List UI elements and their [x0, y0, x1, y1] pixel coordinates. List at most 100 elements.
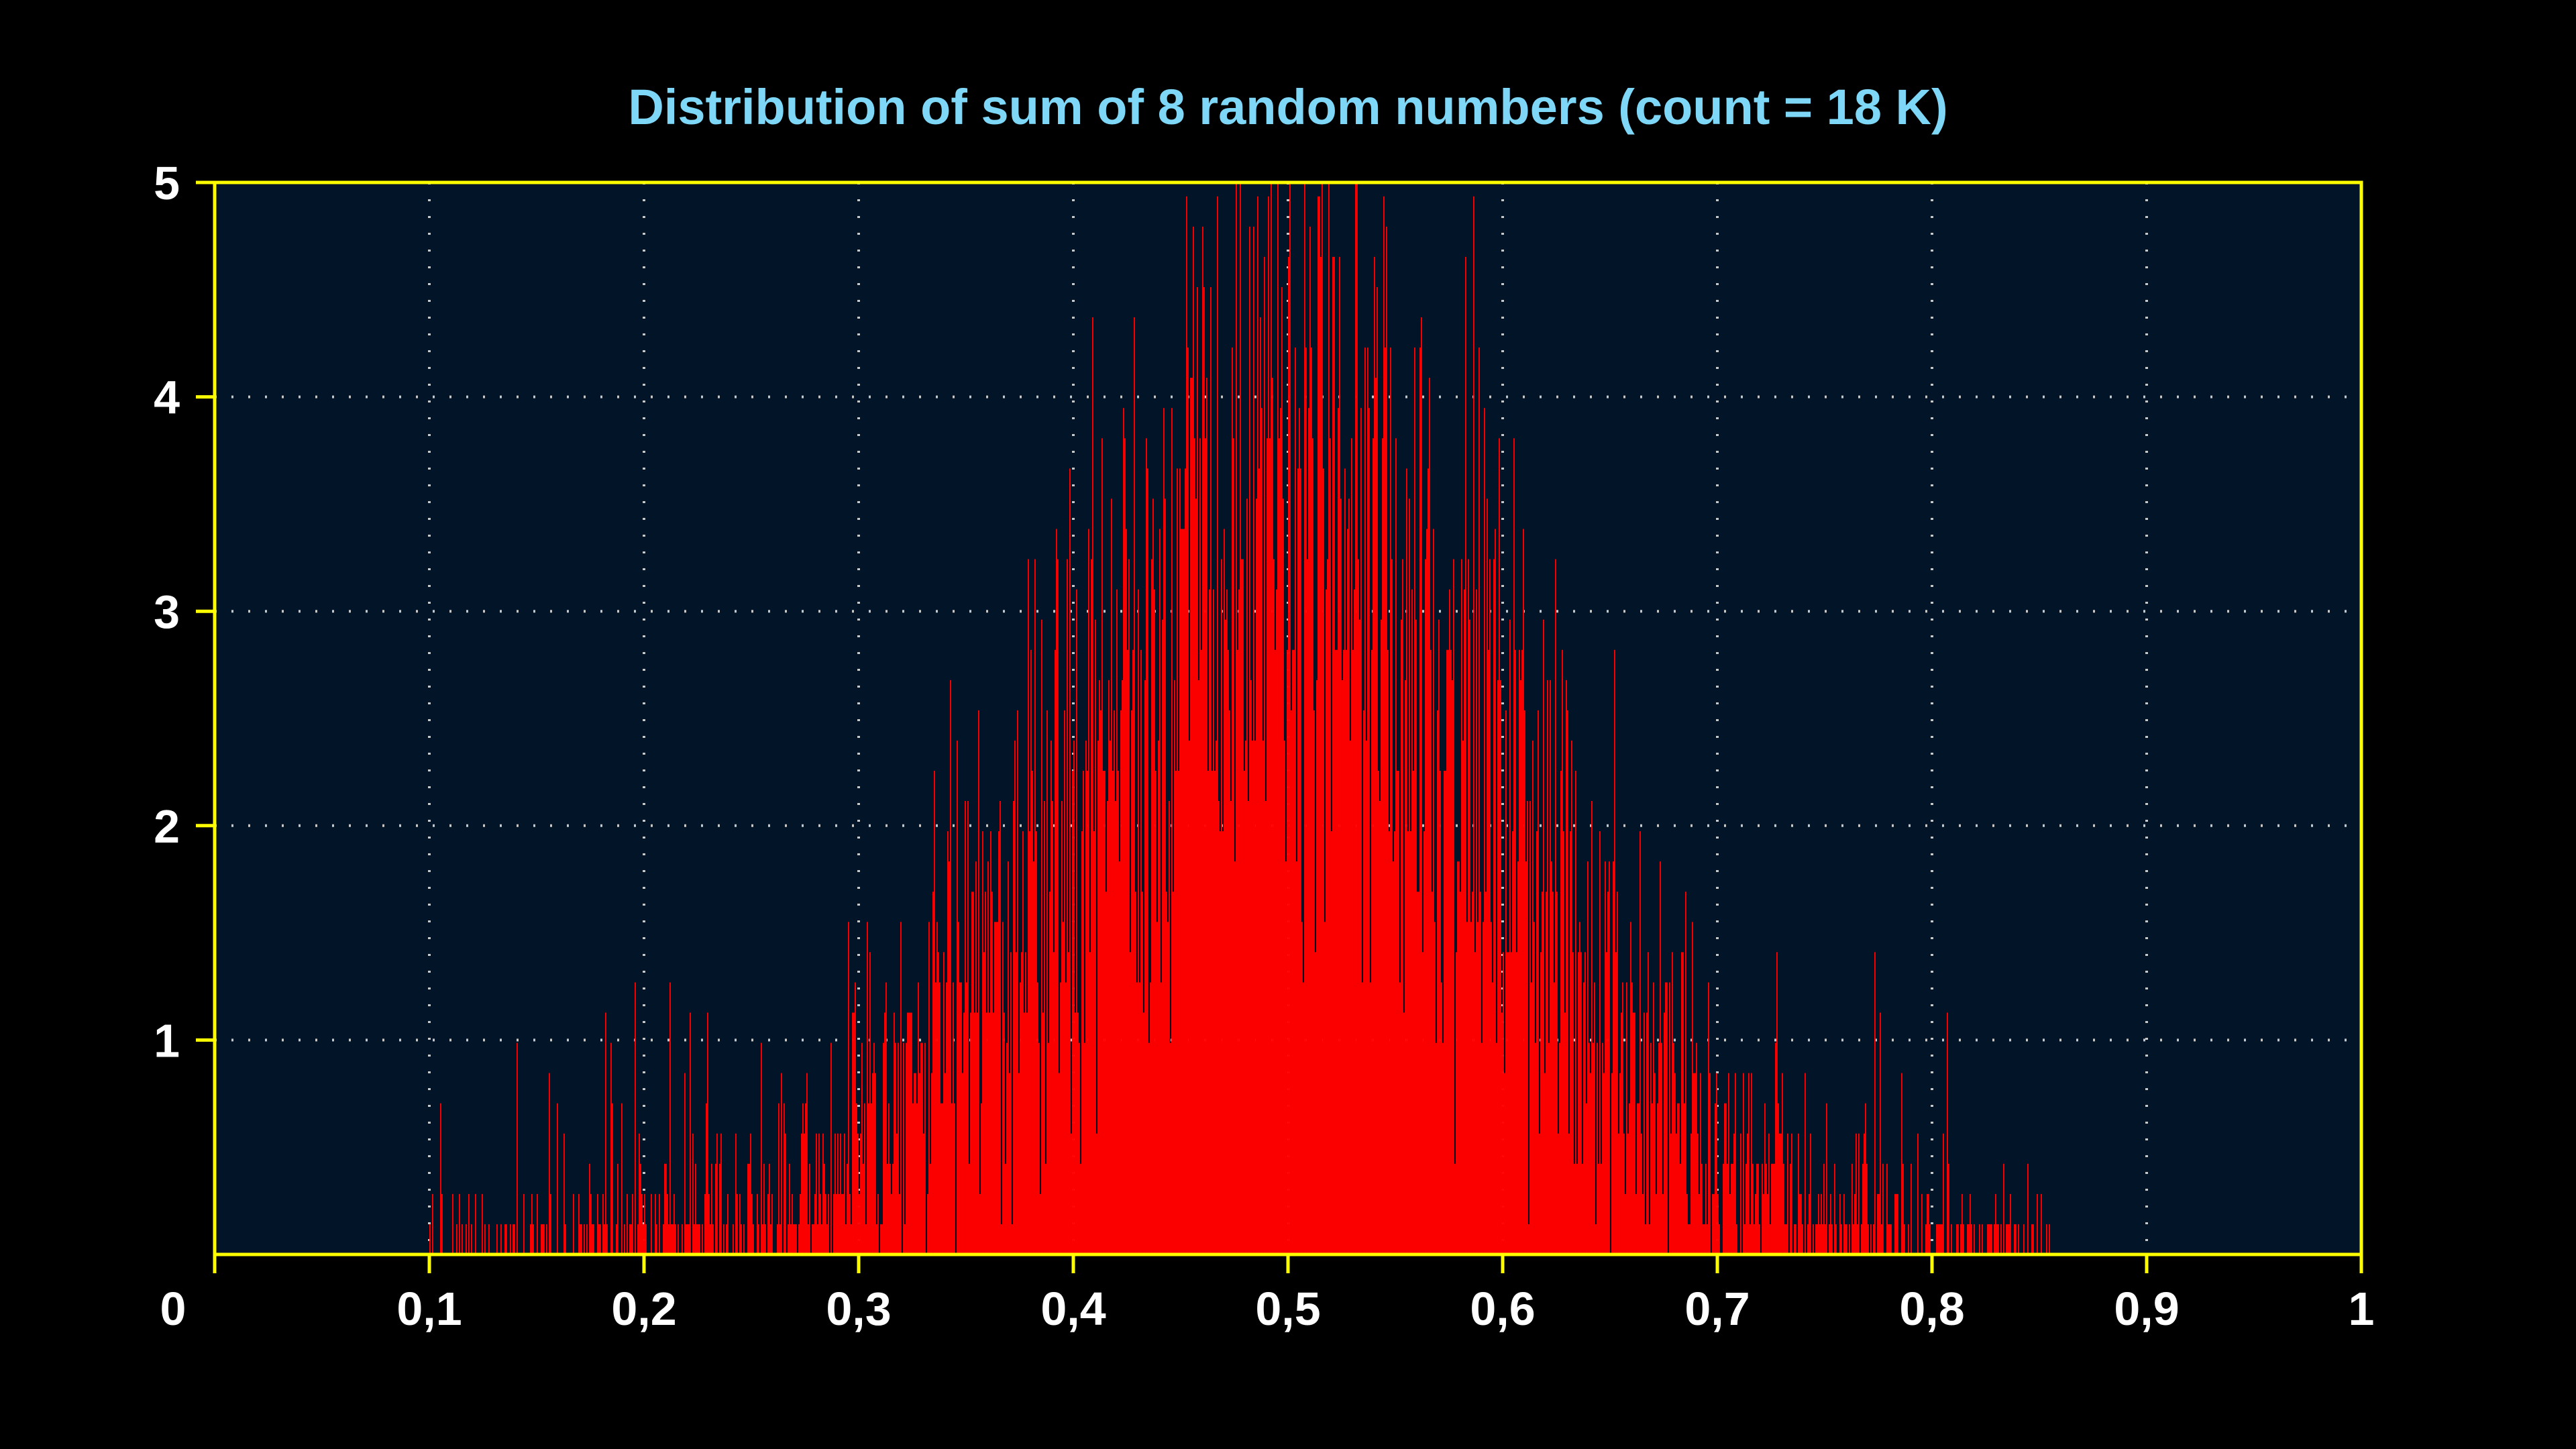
histogram-bar: [1158, 740, 1159, 1254]
histogram-bar: [1768, 1133, 1770, 1254]
y-tick-label: 2: [154, 800, 180, 853]
histogram-bar: [1544, 1073, 1546, 1254]
histogram-bar: [1403, 1012, 1405, 1254]
histogram-bar: [1461, 559, 1462, 1254]
histogram-bar: [982, 831, 983, 1254]
histogram-bar: [573, 1193, 574, 1254]
histogram-bar: [475, 1193, 476, 1254]
histogram-bar: [1535, 1042, 1536, 1254]
histogram-bar: [456, 1224, 458, 1254]
histogram-bar: [1377, 286, 1378, 1255]
histogram-bar: [1428, 468, 1429, 1254]
histogram-bar: [1780, 1133, 1782, 1254]
histogram-bar: [903, 1042, 904, 1254]
histogram-bar: [1473, 196, 1474, 1254]
histogram-bar: [1805, 1073, 1806, 1254]
histogram-bar: [720, 1133, 722, 1254]
histogram-bar: [1795, 1224, 1796, 1254]
histogram-bar: [631, 1224, 632, 1254]
histogram-bar: [1364, 347, 1366, 1254]
histogram-bar: [1472, 892, 1473, 1254]
histogram-bar: [765, 1224, 766, 1254]
histogram-bar: [883, 1042, 884, 1254]
histogram-bar: [1547, 680, 1548, 1254]
histogram-bar: [1127, 649, 1128, 1254]
histogram-bar: [459, 1193, 460, 1254]
histogram-bar: [1511, 952, 1512, 1254]
histogram-bar: [1626, 982, 1627, 1254]
histogram-bar: [2027, 1163, 2029, 1254]
histogram-bar: [1534, 922, 1535, 1254]
histogram-bar: [1001, 1224, 1002, 1254]
histogram-bar: [1224, 529, 1225, 1254]
histogram-bar: [1433, 529, 1434, 1254]
histogram-bar: [814, 1193, 816, 1254]
histogram-bar: [1845, 1224, 1846, 1254]
histogram-bar: [1189, 740, 1190, 1254]
histogram-bar: [2018, 1224, 2019, 1254]
histogram-bar: [1068, 952, 1069, 1254]
histogram-bar: [1929, 1224, 1931, 1254]
histogram-bar: [1556, 892, 1558, 1254]
histogram-bar: [1751, 1073, 1752, 1254]
histogram-bar: [1956, 1224, 1957, 1254]
histogram-bar: [686, 1224, 687, 1254]
histogram-bar: [1723, 1163, 1724, 1254]
histogram-bar: [1346, 649, 1347, 1254]
histogram-bar: [1468, 559, 1469, 1254]
histogram-bar: [1201, 649, 1202, 1254]
y-tick-label: 5: [154, 157, 180, 209]
histogram-bar: [1426, 529, 1428, 1254]
histogram-bar: [1303, 982, 1304, 1254]
x-tick-label: 0,9: [2114, 1283, 2179, 1335]
histogram-bar: [1660, 861, 1661, 1254]
histogram-bar: [1470, 922, 1472, 1254]
histogram-bar: [1020, 982, 1021, 1254]
histogram-bar: [910, 1012, 911, 1254]
histogram-bar: [1394, 831, 1395, 1254]
histogram-bar: [1108, 680, 1110, 1254]
histogram-bar: [1755, 1193, 1756, 1254]
histogram-bar: [1069, 468, 1071, 1254]
histogram-bar: [1258, 468, 1260, 1254]
histogram-bar: [1089, 952, 1091, 1254]
histogram-bar: [872, 1073, 873, 1254]
histogram-bar: [1309, 226, 1311, 1255]
histogram-bar: [1395, 438, 1397, 1254]
histogram-bar: [1507, 952, 1508, 1254]
histogram-bar: [1378, 770, 1379, 1254]
histogram-bar: [1148, 1042, 1150, 1254]
histogram-bar: [580, 1224, 581, 1254]
x-tick-label: 1: [2349, 1283, 2375, 1335]
histogram-bar: [513, 1224, 514, 1254]
histogram-bar: [1779, 1133, 1780, 1254]
histogram-bar: [1038, 1042, 1040, 1254]
histogram-bar: [429, 1224, 431, 1254]
histogram-bar: [1778, 1103, 1779, 1254]
histogram-bar: [1401, 619, 1402, 1254]
histogram-bar: [826, 1224, 828, 1254]
histogram-bar: [1093, 831, 1095, 1254]
histogram-bar: [845, 1224, 847, 1254]
histogram-bar: [1387, 649, 1389, 1254]
histogram-bar: [1417, 892, 1418, 1254]
histogram-bar: [1554, 982, 1555, 1254]
histogram-bar: [1618, 1133, 1619, 1254]
histogram-bar: [1664, 1012, 1665, 1254]
histogram-bar: [1212, 770, 1213, 1254]
histogram-bar: [1571, 740, 1572, 1254]
histogram-bar: [581, 1224, 582, 1254]
histogram-bar: [1454, 1163, 1456, 1254]
histogram-bar: [1195, 498, 1197, 1255]
histogram-bar: [844, 1133, 845, 1254]
histogram-bar: [954, 1103, 955, 1254]
histogram-bar: [822, 1133, 824, 1254]
histogram-bar: [1085, 740, 1087, 1254]
histogram-bar: [1851, 1163, 1853, 1254]
histogram-bar: [1304, 182, 1305, 1254]
histogram-bar: [1218, 801, 1220, 1254]
histogram-bar: [1373, 438, 1374, 1254]
histogram-bar: [1210, 286, 1212, 1255]
histogram-bar: [828, 1193, 829, 1254]
